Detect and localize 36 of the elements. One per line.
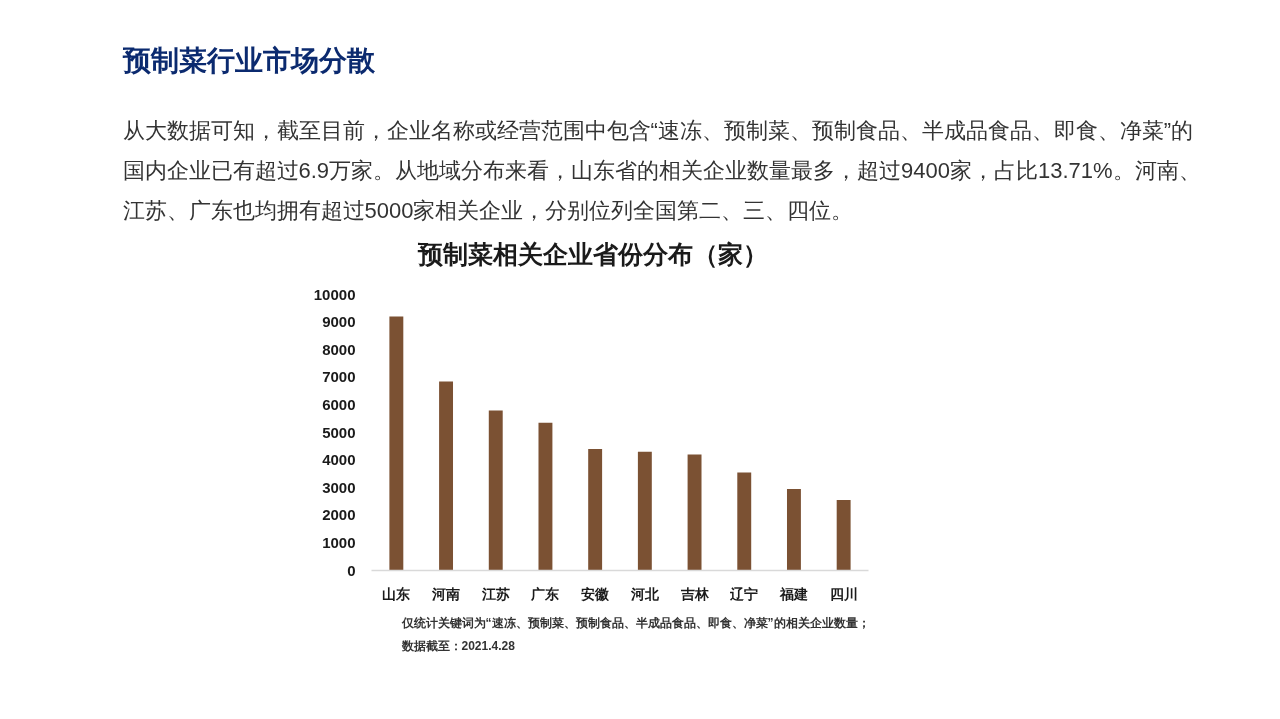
y-tick-label: 6000 bbox=[322, 395, 356, 413]
y-tick-label: 9000 bbox=[322, 313, 356, 331]
bar bbox=[538, 422, 553, 571]
bar bbox=[488, 410, 503, 571]
y-tick-label: 10000 bbox=[313, 285, 356, 303]
y-tick-label: 3000 bbox=[322, 478, 356, 496]
x-tick-label: 河南 bbox=[431, 585, 461, 602]
y-tick-label: 8000 bbox=[322, 340, 356, 358]
bar bbox=[637, 451, 652, 571]
y-tick-label: 5000 bbox=[322, 423, 356, 441]
text: 从大数据可知，截至目前，企业名称或经营范围中包含“速冻、预制菜、预制食品、半成品食品、即食、净菜”的国内企业已有超过6.9万家。从地域分布来看，山东省的相关企业数量最多，超过9400家，占比13.71%。河南、江苏、广东也均拥有超过5000家相关企业，分别位列全国第二、三、四位。 bbox=[122, 118, 1201, 223]
y-tick-label: 0 bbox=[347, 561, 356, 579]
y-tick-label: 4000 bbox=[322, 451, 356, 469]
text: 数据截至：2021.4.28 bbox=[400, 638, 516, 653]
y-tick-label: 1000 bbox=[322, 533, 356, 551]
x-tick-label: 山东 bbox=[382, 585, 411, 602]
x-tick-label: 江苏 bbox=[480, 585, 510, 602]
bar bbox=[737, 472, 752, 571]
x-tick-label: 福建 bbox=[778, 585, 808, 602]
bar bbox=[786, 489, 801, 571]
bar bbox=[439, 381, 454, 571]
bar bbox=[836, 500, 851, 571]
text: 预制菜行业市场分散 bbox=[121, 45, 376, 76]
x-tick-label: 广东 bbox=[530, 585, 560, 602]
bar bbox=[687, 454, 702, 571]
y-tick-label: 2000 bbox=[322, 506, 356, 524]
x-tick-label: 安徽 bbox=[581, 585, 611, 602]
text: 仅统计关键词为“速冻、预制菜、预制食品、半成品食品、即食、净菜”的相关企业数量； bbox=[400, 615, 870, 630]
bar bbox=[389, 316, 404, 571]
y-tick-label: 7000 bbox=[322, 368, 356, 386]
x-tick-label: 河北 bbox=[629, 585, 660, 602]
chart-title: 预制菜相关企业省份分布（家） bbox=[416, 239, 768, 268]
x-tick-label: 四川 bbox=[829, 585, 858, 602]
bar bbox=[588, 449, 603, 571]
x-tick-label: 吉林 bbox=[679, 585, 710, 602]
x-tick-label: 辽宁 bbox=[729, 585, 759, 602]
